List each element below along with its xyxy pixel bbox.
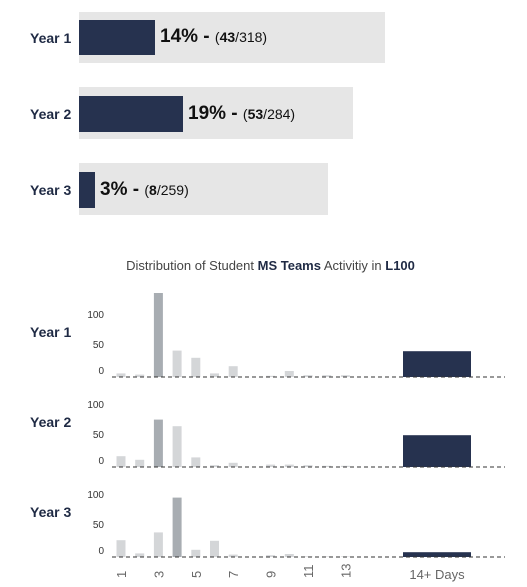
- total-value: 284: [267, 106, 291, 122]
- bar: [116, 456, 126, 467]
- count-value: 43: [219, 29, 236, 45]
- y-tick-label: 0: [98, 456, 104, 467]
- bar: [228, 462, 238, 467]
- bar: [172, 426, 182, 467]
- percent-value: 3%: [100, 179, 128, 200]
- overflow-bar: [403, 552, 471, 557]
- bar: [153, 293, 163, 377]
- x-tick-label: 14+ Days: [409, 567, 465, 582]
- bar: [284, 554, 294, 557]
- panel-year-2: Year 2 0 50 100: [30, 400, 505, 468]
- bar: [116, 540, 126, 557]
- bar: [153, 532, 163, 557]
- progress-text: 14% - (43/318): [160, 26, 268, 47]
- title-bold-platform: MS Teams: [257, 258, 321, 273]
- panel-label: Year 2: [30, 414, 71, 430]
- x-tick-label: 9: [264, 571, 279, 578]
- x-tick-label: 3: [151, 571, 166, 578]
- bar: [340, 465, 350, 467]
- bar: [266, 375, 276, 377]
- panel-year-1: Year 1 0 50 100: [30, 293, 505, 378]
- year-label: Year 1: [30, 30, 72, 46]
- count-value: 8: [149, 182, 157, 198]
- bar: [322, 375, 332, 377]
- progress-track: [79, 163, 328, 215]
- overflow-bar: [403, 435, 471, 467]
- chart-title: Distribution of Student MS Teams Activit…: [0, 258, 527, 273]
- bar: [191, 457, 201, 467]
- progress-text: 19% - (53/284): [188, 103, 296, 124]
- title-bold-level: L100: [385, 258, 415, 273]
- total-value: 318: [239, 29, 263, 45]
- bar: [153, 419, 163, 467]
- bar: [116, 373, 126, 377]
- bar: [322, 465, 332, 467]
- bar: [228, 366, 238, 377]
- x-tick-label: 11: [301, 565, 316, 579]
- x-tick-label: 1: [114, 571, 129, 578]
- bar: [210, 373, 219, 377]
- year-label: Year 2: [30, 106, 72, 122]
- panel-label: Year 1: [30, 324, 71, 340]
- bar: [172, 350, 182, 377]
- percent-value: 19%: [188, 103, 227, 124]
- fraction-text: (53/284): [242, 106, 296, 122]
- bar: [322, 556, 332, 557]
- y-tick-label: 50: [93, 520, 105, 531]
- count-value: 53: [247, 106, 264, 122]
- bar: [228, 554, 238, 557]
- bar: [135, 374, 145, 377]
- y-tick-label: 100: [87, 400, 104, 411]
- y-tick-label: 0: [98, 546, 104, 557]
- bar: [172, 497, 182, 557]
- bar: [284, 371, 294, 377]
- bar: [303, 465, 313, 467]
- bar: [135, 459, 145, 467]
- bar: [210, 465, 219, 467]
- panel-year-3: Year 3 0 50 100: [30, 490, 505, 558]
- bar: [284, 464, 294, 467]
- y-tick-label: 100: [87, 310, 104, 321]
- year-label: Year 3: [30, 182, 72, 198]
- y-tick-label: 0: [98, 366, 104, 377]
- y-tick-label: 50: [93, 340, 105, 351]
- progress-fill: [79, 172, 95, 208]
- title-middle: Activitiy in: [320, 258, 386, 273]
- x-axis: 1 3 5 7 9 11 13 14+ Days: [114, 564, 465, 582]
- title-prefix: Distribution of Student: [126, 258, 258, 273]
- bar: [191, 357, 201, 377]
- percent-value: 14%: [160, 26, 199, 47]
- y-tick-label: 50: [93, 430, 105, 441]
- bar: [210, 540, 219, 557]
- fraction-text: (8/259): [144, 182, 189, 198]
- y-tick-label: 100: [87, 490, 104, 501]
- bar: [191, 549, 201, 557]
- bar: [303, 375, 313, 377]
- bar: [135, 553, 145, 557]
- x-tick-label: 7: [226, 571, 241, 578]
- progress-fill: [79, 96, 183, 132]
- progress-text: 3% - (8/259): [100, 179, 189, 200]
- progress-fill: [79, 20, 155, 55]
- bar: [340, 375, 350, 377]
- overflow-bar: [403, 351, 471, 377]
- bar: [266, 464, 276, 467]
- x-tick-label: 5: [189, 571, 204, 578]
- panel-label: Year 3: [30, 504, 71, 520]
- total-value: 259: [160, 182, 185, 198]
- x-tick-label: 13: [338, 564, 353, 578]
- fraction-text: (43/318): [214, 29, 268, 45]
- bar: [266, 555, 276, 557]
